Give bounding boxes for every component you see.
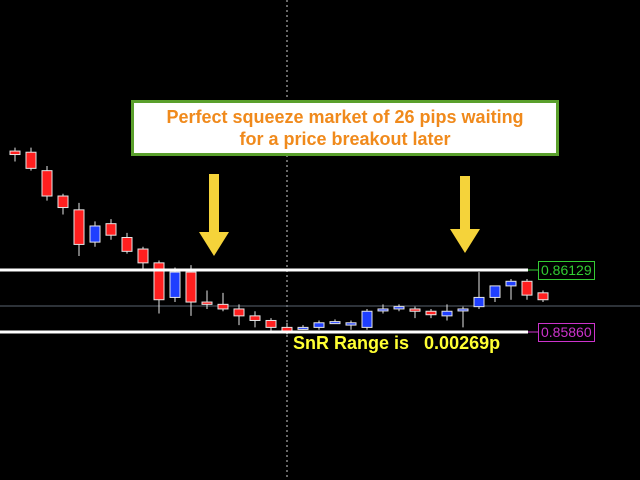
candle-body xyxy=(73,209,85,245)
candle-body xyxy=(521,280,533,296)
candle-body xyxy=(201,301,213,305)
candle-body xyxy=(41,170,53,197)
candle-body xyxy=(329,321,341,325)
snr-range-value: 0.00269p xyxy=(424,333,501,353)
candle-body xyxy=(105,223,117,236)
candle-body xyxy=(57,195,69,209)
candle-body xyxy=(89,225,101,243)
resistance-price-tag: 0.86129 xyxy=(538,261,595,280)
candle-body xyxy=(297,326,309,330)
candle-body xyxy=(265,319,277,328)
candle-body xyxy=(361,310,373,328)
candle-body xyxy=(217,303,229,310)
snr-range-label: SnR Range is 0.00269p xyxy=(293,333,500,354)
candle-body xyxy=(9,150,21,156)
snr-range-prefix: SnR Range is xyxy=(293,333,410,353)
candle-body xyxy=(345,322,357,326)
annotation-line-2: for a price breakout later xyxy=(239,129,451,149)
candle-body xyxy=(169,271,181,298)
candle-body xyxy=(505,280,517,287)
candle-body xyxy=(137,248,149,264)
candle-body xyxy=(473,296,485,308)
candle-body xyxy=(185,271,197,303)
candle-body xyxy=(537,292,549,301)
annotation-callout: Perfect squeeze market of 26 pips waitin… xyxy=(131,100,559,156)
candle-body xyxy=(441,310,453,317)
candle-body xyxy=(409,308,421,312)
candle-body xyxy=(313,322,325,328)
candle-body xyxy=(425,310,437,316)
candle-body xyxy=(153,262,165,301)
candle-body xyxy=(457,308,469,312)
support-price-tag: 0.85860 xyxy=(538,323,595,342)
candle-body xyxy=(25,151,37,169)
annotation-line-1: Perfect squeeze market of 26 pips waitin… xyxy=(166,107,524,127)
candle-body xyxy=(233,308,245,317)
candle-body xyxy=(121,237,133,252)
candle-body xyxy=(377,308,389,312)
candle-body xyxy=(249,315,261,321)
down-arrow-right-icon xyxy=(450,176,480,253)
candle-body xyxy=(489,285,501,298)
candle-body xyxy=(393,306,405,310)
down-arrow-left-icon xyxy=(199,174,229,256)
